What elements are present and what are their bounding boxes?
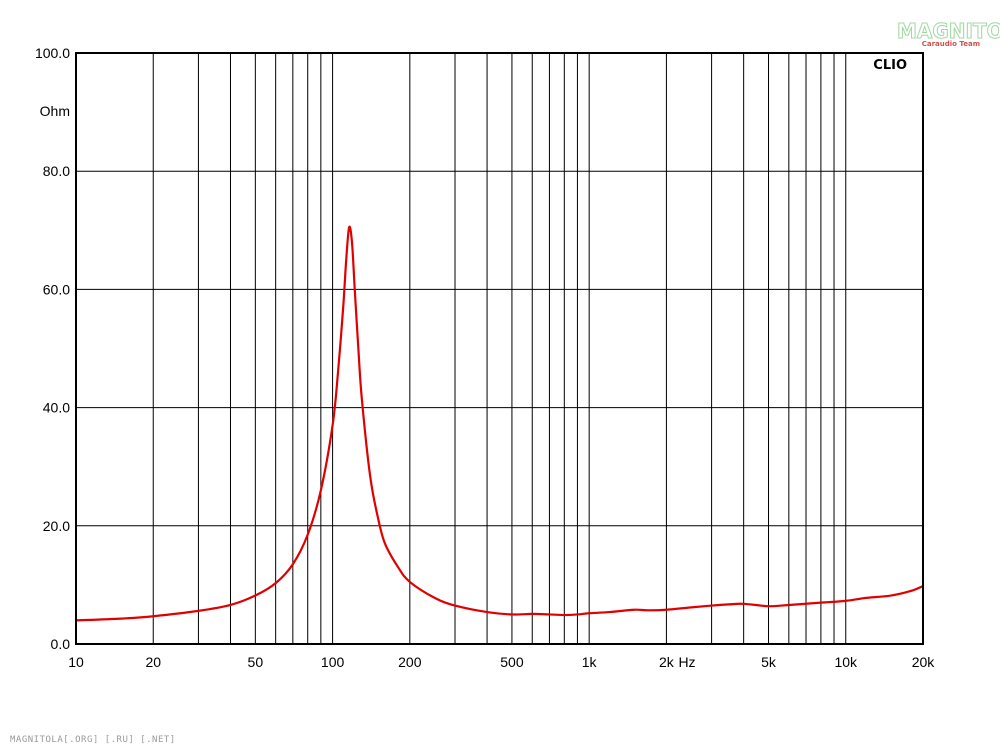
x-tick-label: 50 <box>248 654 264 670</box>
x-tick-label: 20k <box>912 654 936 670</box>
x-tick-label: 500 <box>500 654 524 670</box>
y-axis-label: Ohm <box>40 103 70 119</box>
plot-frame <box>75 52 924 645</box>
impedance-curve <box>75 225 924 622</box>
x-gridlines <box>75 53 924 644</box>
y-tick-label: 80.0 <box>43 163 70 179</box>
y-tick-label: 20.0 <box>43 518 70 534</box>
y-tick-label: 0.0 <box>51 636 71 652</box>
x-tick-labels: 10 20 50 100 200 500 1k 2k 5k 10k 20k <box>68 654 935 670</box>
x-tick-label: 100 <box>321 654 345 670</box>
plot-background <box>76 53 923 644</box>
x-tick-label: 2k <box>659 654 675 670</box>
y-tick-label: 40.0 <box>43 400 70 416</box>
clio-brand-label: CLIO <box>873 58 907 73</box>
y-tick-labels: 0.0 20.0 40.0 60.0 80.0 100.0 <box>35 45 70 652</box>
x-axis-label: Hz <box>678 654 695 670</box>
x-tick-label: 10 <box>68 654 84 670</box>
x-tick-label: 5k <box>761 654 777 670</box>
magnitola-logo: MAGNITOLA Caraudio Team <box>897 19 1000 49</box>
x-tick-label: 1k <box>582 654 598 670</box>
x-tick-label: 10k <box>834 654 858 670</box>
footer-watermark: MAGNITOLA[.ORG] [.RU] [.NET] <box>10 735 176 745</box>
impedance-series <box>75 225 924 622</box>
logo-main-text: MAGNITOLA <box>897 19 1000 43</box>
x-tick-label: 20 <box>145 654 161 670</box>
y-tick-label: 100.0 <box>35 45 70 61</box>
y-tick-label: 60.0 <box>43 281 70 297</box>
x-tick-label: 200 <box>398 654 422 670</box>
logo-sub-text: Caraudio Team <box>922 40 980 48</box>
